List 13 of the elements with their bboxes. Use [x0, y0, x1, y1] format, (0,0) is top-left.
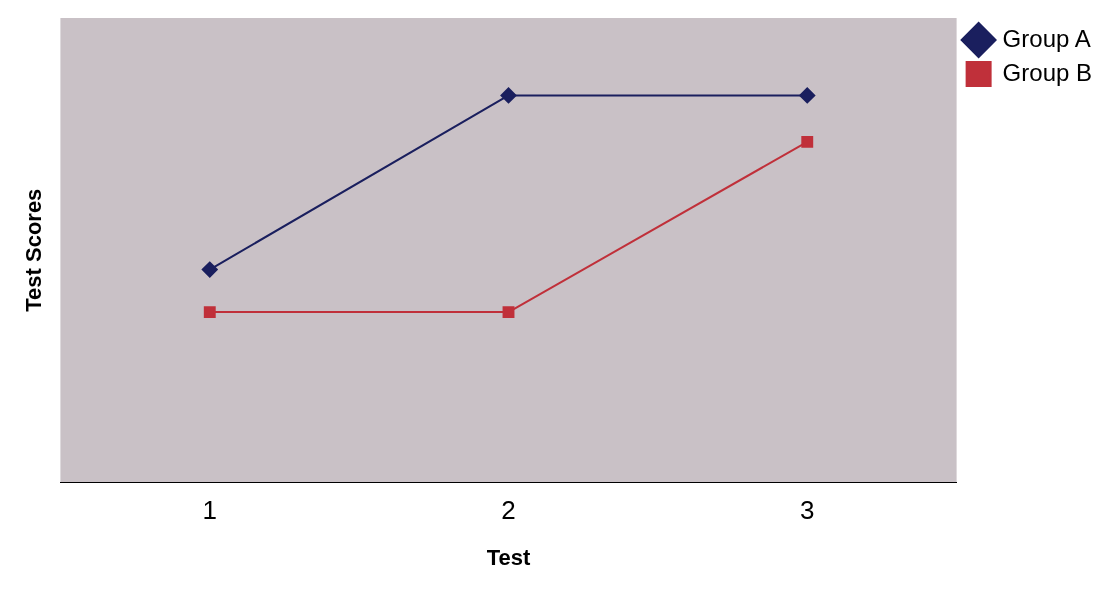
- x-tick-label: 2: [501, 495, 516, 526]
- point: [801, 135, 814, 148]
- x-tick-label: 1: [202, 495, 217, 526]
- legend-label: Group A: [1002, 24, 1091, 52]
- y-axis-title: Test Scores: [21, 188, 47, 312]
- point: [502, 306, 515, 319]
- x-axis-title: Test: [486, 544, 531, 570]
- point: [203, 306, 216, 319]
- point: [500, 87, 517, 104]
- legend-label: Group B: [1002, 58, 1093, 86]
- point: [201, 261, 218, 278]
- point: [799, 87, 816, 104]
- x-tick-label: 3: [800, 495, 815, 526]
